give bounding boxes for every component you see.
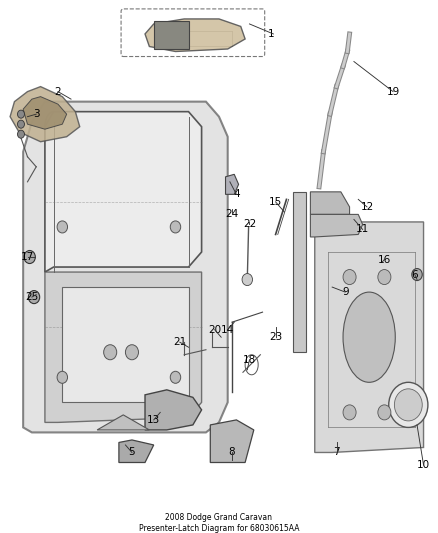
- Text: 6: 6: [412, 270, 418, 279]
- Polygon shape: [226, 174, 239, 195]
- Polygon shape: [315, 222, 424, 453]
- Circle shape: [57, 372, 67, 383]
- Polygon shape: [210, 420, 254, 463]
- Circle shape: [389, 382, 428, 427]
- Circle shape: [343, 405, 356, 420]
- Circle shape: [343, 270, 356, 285]
- Circle shape: [18, 110, 25, 118]
- Circle shape: [242, 273, 253, 286]
- Circle shape: [104, 345, 117, 360]
- Text: 24: 24: [226, 209, 239, 220]
- Polygon shape: [145, 19, 245, 52]
- Text: 3: 3: [33, 109, 39, 119]
- Circle shape: [125, 345, 138, 360]
- Circle shape: [18, 120, 25, 128]
- Polygon shape: [145, 390, 201, 430]
- Text: 12: 12: [360, 202, 374, 212]
- Text: 19: 19: [386, 86, 400, 96]
- Circle shape: [378, 405, 391, 420]
- Polygon shape: [45, 111, 201, 272]
- Text: 14: 14: [221, 325, 234, 335]
- Circle shape: [412, 269, 422, 280]
- Polygon shape: [311, 214, 363, 237]
- Polygon shape: [10, 86, 80, 142]
- Polygon shape: [293, 192, 306, 352]
- Circle shape: [57, 221, 67, 233]
- Text: 11: 11: [356, 224, 369, 235]
- Circle shape: [24, 251, 35, 263]
- Text: 2: 2: [55, 86, 61, 96]
- Text: 17: 17: [21, 252, 34, 262]
- Text: 20: 20: [208, 325, 221, 335]
- Polygon shape: [45, 272, 201, 423]
- Polygon shape: [23, 102, 228, 432]
- Circle shape: [18, 130, 25, 138]
- Text: 8: 8: [229, 448, 235, 457]
- Circle shape: [170, 221, 181, 233]
- Polygon shape: [62, 287, 188, 402]
- Text: 15: 15: [269, 197, 282, 207]
- Text: 7: 7: [333, 448, 340, 457]
- Text: 18: 18: [243, 355, 256, 365]
- Bar: [154, 21, 188, 49]
- Polygon shape: [97, 415, 149, 430]
- Ellipse shape: [343, 292, 395, 382]
- Polygon shape: [119, 440, 154, 463]
- Text: 1: 1: [268, 29, 275, 39]
- Circle shape: [170, 372, 181, 383]
- Text: 5: 5: [129, 448, 135, 457]
- Text: 13: 13: [147, 415, 160, 425]
- Text: 23: 23: [269, 332, 282, 342]
- Polygon shape: [23, 96, 67, 129]
- Text: 2008 Dodge Grand Caravan
Presenter-Latch Diagram for 68030615AA: 2008 Dodge Grand Caravan Presenter-Latch…: [139, 513, 299, 533]
- Circle shape: [394, 389, 422, 421]
- Text: 25: 25: [25, 292, 39, 302]
- Text: 10: 10: [417, 460, 430, 470]
- Text: 9: 9: [342, 287, 349, 297]
- Circle shape: [28, 290, 40, 304]
- Text: 16: 16: [378, 255, 391, 264]
- Text: 22: 22: [243, 220, 256, 229]
- Text: 4: 4: [233, 189, 240, 199]
- Polygon shape: [311, 192, 350, 214]
- Circle shape: [378, 270, 391, 285]
- Text: 21: 21: [173, 337, 187, 347]
